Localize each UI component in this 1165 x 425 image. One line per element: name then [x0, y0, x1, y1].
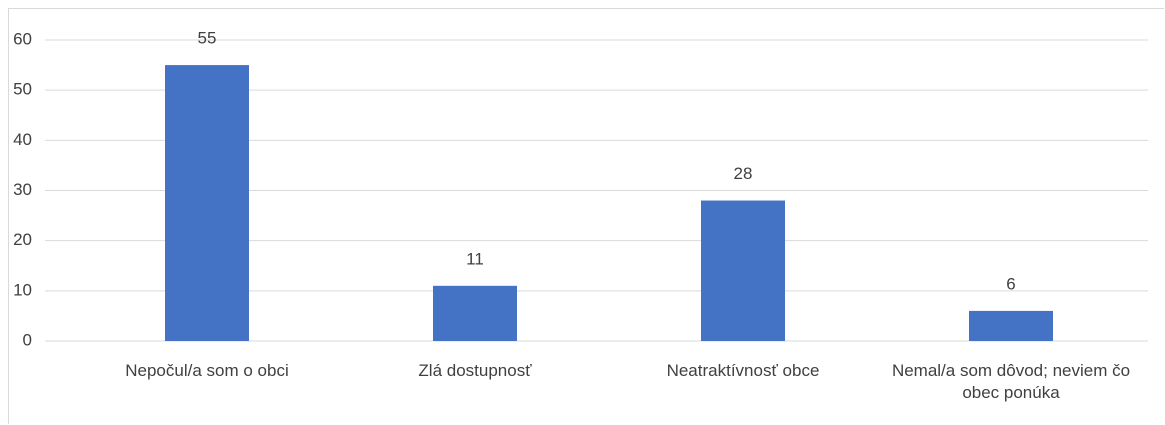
data-label: 28 — [734, 164, 753, 183]
data-label: 55 — [198, 29, 217, 48]
y-tick-label: 60 — [13, 29, 32, 48]
y-tick-label: 30 — [13, 180, 32, 199]
chart-frame — [8, 8, 1164, 424]
bar — [165, 65, 249, 341]
y-tick-label: 50 — [13, 80, 32, 99]
y-tick-label: 0 — [23, 330, 32, 349]
bar — [701, 200, 785, 341]
y-tick-label: 20 — [13, 230, 32, 249]
y-tick-label: 40 — [13, 130, 32, 149]
bar — [969, 310, 1053, 341]
data-label: 11 — [466, 249, 484, 268]
x-tick-label: Nepočul/a som o obci — [125, 361, 289, 380]
x-tick-label: Neatraktívnosť obce — [666, 361, 820, 380]
y-tick-label: 10 — [13, 280, 32, 299]
x-tick-label: Nemal/a som dôvod; neviem čo obec ponúka — [891, 361, 1131, 402]
x-tick-label: Zlá dostupnosť — [418, 361, 532, 380]
data-label: 6 — [1006, 274, 1015, 293]
bar — [433, 285, 517, 341]
